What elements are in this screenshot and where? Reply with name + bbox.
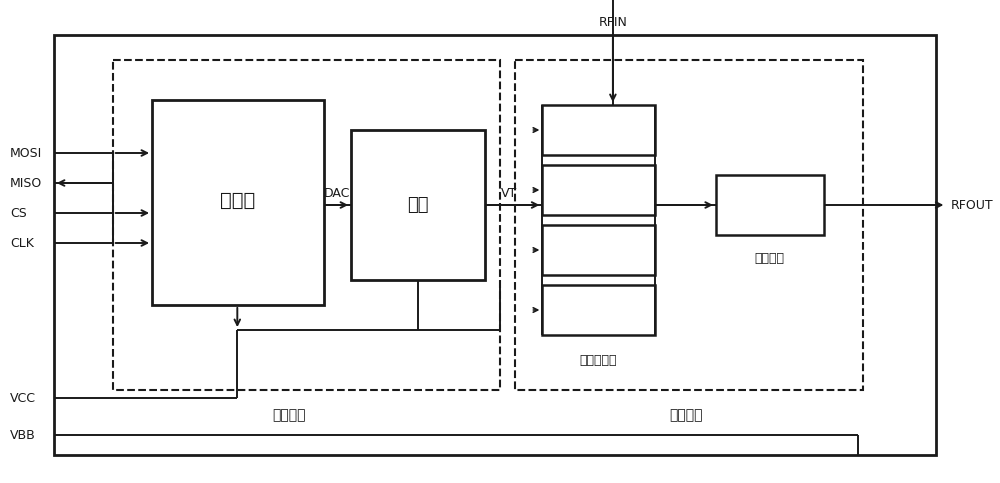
Text: CS: CS bbox=[10, 207, 27, 219]
Text: VT: VT bbox=[501, 186, 517, 199]
Text: MOSI: MOSI bbox=[10, 146, 42, 159]
Bar bbox=[542, 285, 655, 335]
Bar bbox=[716, 175, 824, 235]
Text: 运放: 运放 bbox=[407, 196, 428, 214]
Text: 单片机: 单片机 bbox=[220, 190, 255, 210]
Bar bbox=[351, 130, 485, 280]
Text: VCC: VCC bbox=[10, 392, 36, 404]
Bar bbox=[152, 100, 324, 305]
Text: RFIN: RFIN bbox=[598, 15, 627, 28]
Bar bbox=[542, 165, 655, 215]
Text: 滤波电路: 滤波电路 bbox=[670, 408, 703, 422]
Text: 绕线电感: 绕线电感 bbox=[755, 252, 785, 265]
Text: MISO: MISO bbox=[10, 176, 42, 189]
Text: RFOUT: RFOUT bbox=[951, 199, 994, 212]
Text: VBB: VBB bbox=[10, 428, 36, 441]
Text: CLK: CLK bbox=[10, 237, 34, 250]
Bar bbox=[515, 60, 863, 390]
Text: 数控电路: 数控电路 bbox=[273, 408, 306, 422]
Bar bbox=[542, 105, 655, 155]
Bar bbox=[54, 35, 936, 455]
Text: 变容二极管: 变容二极管 bbox=[579, 354, 617, 367]
Text: DAC: DAC bbox=[324, 186, 351, 199]
Bar bbox=[113, 60, 500, 390]
Bar bbox=[542, 225, 655, 275]
